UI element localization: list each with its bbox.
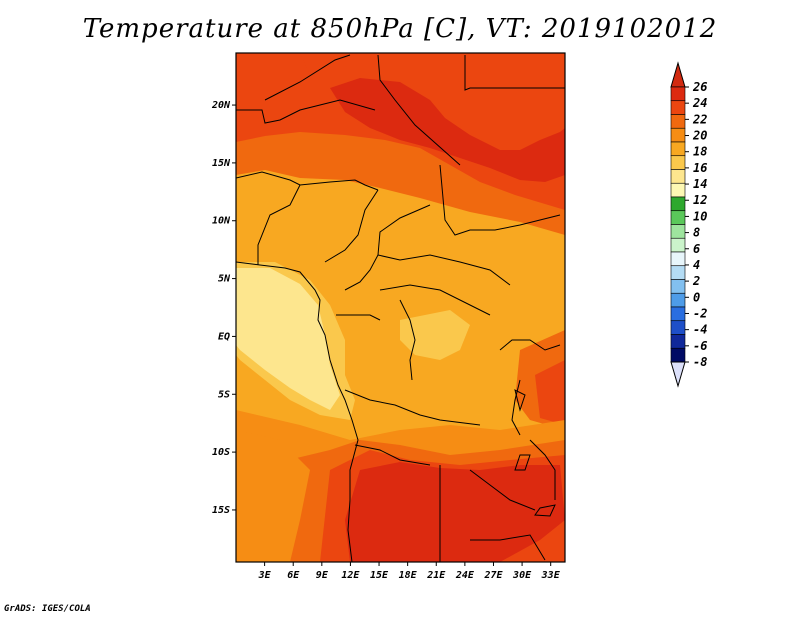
field-congo-16 [400, 310, 470, 360]
colorbar-swatch [670, 334, 686, 349]
colorbar-swatch [670, 86, 686, 102]
lon-label: 18E [399, 570, 418, 581]
lon-label: 15E [370, 570, 389, 581]
lon-label: 3E [258, 570, 272, 581]
colorbar-label: 8 [693, 226, 700, 240]
colorbar-swatch [670, 182, 686, 198]
colorbar-swatch [670, 169, 686, 184]
lon-label: 33E [541, 570, 561, 581]
colorbar-label: 18 [693, 145, 707, 159]
lat-label: 15S [212, 505, 230, 516]
colorbar-label: 2 [692, 274, 700, 288]
field-south-26 [345, 462, 565, 562]
lon-label: 9E [316, 570, 329, 581]
colorbar-swatch [670, 292, 686, 308]
lon-label: 24E [455, 570, 475, 581]
lon-label: 30E [512, 570, 532, 581]
colorbar-label: 12 [693, 193, 707, 207]
lat-label: 20N [211, 100, 231, 111]
grads-credit: GrADS: IGES/COLA [4, 604, 91, 614]
coastline [236, 261, 359, 562]
lon-label: 21E [426, 570, 446, 581]
field-north-26 [330, 78, 565, 182]
colorbar-label: -8 [693, 355, 707, 369]
colorbar-swatch [670, 306, 686, 322]
lon-label: 12E [341, 570, 360, 581]
colorbar-lower-arrow [670, 361, 686, 388]
lat-label: 10N [212, 216, 231, 227]
colorbar-label: 0 [693, 290, 700, 304]
colorbar-swatch [670, 114, 686, 129]
country-borders [236, 54, 565, 562]
lon-label: 27E [483, 570, 503, 581]
field-southwest-22 [236, 430, 310, 562]
colorbar-upper-arrow [670, 61, 686, 88]
colorbar-swatch [670, 279, 686, 294]
field-north-22-west [236, 53, 310, 118]
field-east-24 [535, 360, 565, 425]
lat-label: 5S [218, 389, 230, 400]
colorbar-swatch [670, 224, 686, 239]
colorbar-swatch [670, 196, 686, 212]
colorbar-swatch [670, 320, 686, 335]
lat-label: 5N [218, 274, 231, 285]
lat-label: EQ [218, 331, 230, 342]
colorbar-label: 6 [693, 242, 700, 256]
colorbar-swatch [670, 100, 686, 115]
colorbar-label: -2 [693, 306, 707, 320]
colorbar-label: 4 [693, 258, 700, 272]
longitude-axis-labels: 3E 6E 9E 12E 15E 18E 21E 24E 27E 30E 33E [258, 562, 561, 581]
lat-label: 10S [212, 447, 230, 458]
field-coast-14 [236, 268, 340, 410]
colorbar-label: -6 [693, 339, 707, 353]
colorbar-swatch [670, 155, 686, 170]
colorbar-label: 14 [693, 177, 707, 191]
colorbar-swatch [670, 237, 686, 253]
colorbar-label: 20 [692, 129, 707, 143]
latitude-axis-labels: 20N 15N 10N 5N EQ 5S 10S 15S [211, 100, 236, 516]
colorbar-label: 16 [693, 161, 707, 175]
colorbar-label: 10 [693, 209, 707, 223]
colorbar-swatch [670, 141, 686, 157]
colorbar-swatch [670, 210, 686, 225]
colorbar-label: -4 [693, 323, 707, 337]
map-frame [235, 52, 566, 563]
colorbar-swatch [670, 251, 686, 267]
temperature-field [236, 53, 565, 562]
lon-label: 6E [287, 570, 300, 581]
colorbar-label: 24 [692, 96, 707, 110]
colorbar-label: 22 [692, 112, 707, 126]
colorbar-swatch [670, 265, 686, 280]
colorbar-swatch [670, 127, 686, 143]
colorbar-swatch [670, 347, 686, 363]
lat-label: 15N [212, 158, 231, 169]
colorbar-label: 26 [692, 80, 707, 94]
plot-title: Temperature at 850hPa [C], VT: 201910201… [82, 14, 718, 44]
